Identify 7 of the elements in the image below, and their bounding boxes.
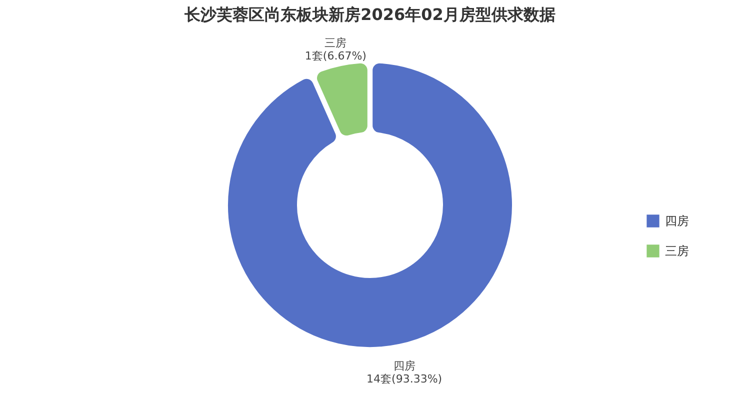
- legend-label: 四房: [665, 214, 689, 228]
- chart-title: 长沙芙蓉区尚东板块新房2026年02月房型供求数据: [184, 5, 556, 24]
- slice-label: 三房: [324, 36, 347, 50]
- slice-label: 四房: [393, 359, 416, 372]
- data-label: 14套(93.33%): [366, 372, 442, 386]
- data-label: 1套(6.67%): [304, 50, 366, 63]
- legend-label: 三房: [665, 244, 689, 258]
